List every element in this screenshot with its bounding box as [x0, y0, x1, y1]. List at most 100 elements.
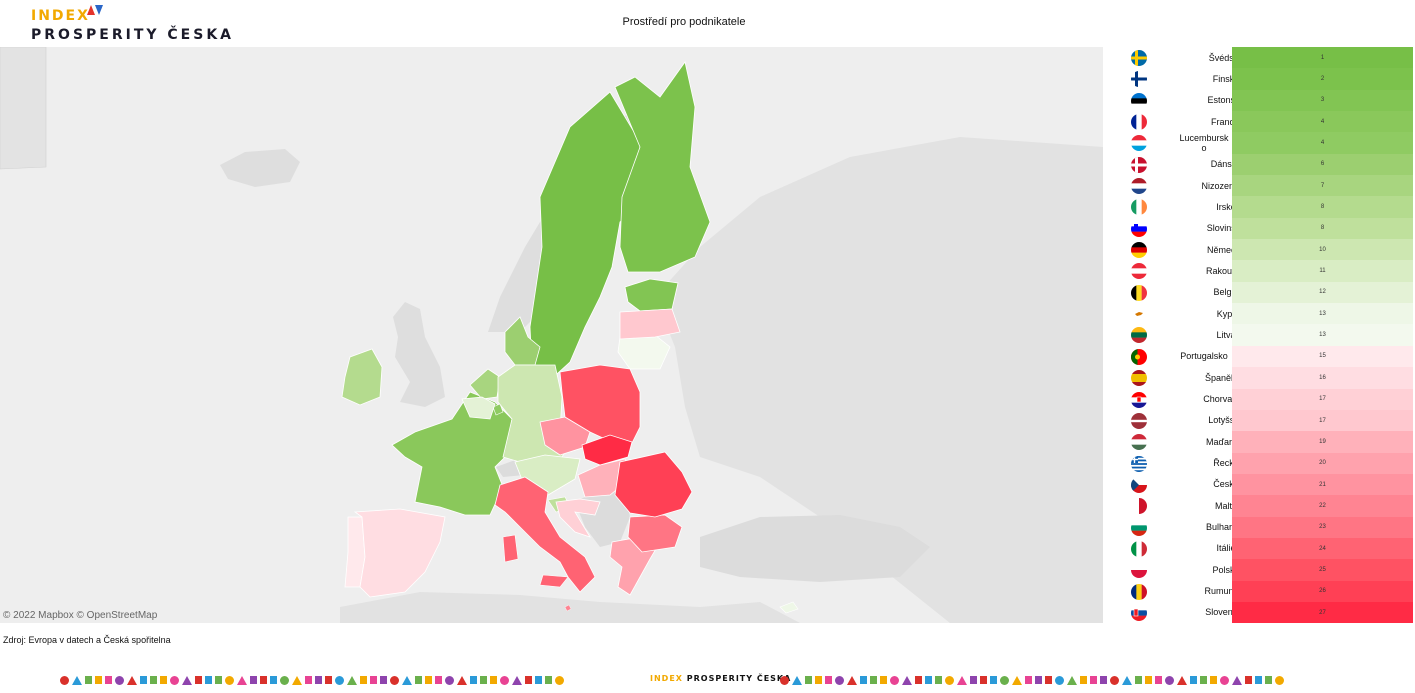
footer-decoration-icon: [292, 675, 302, 685]
rank-bar: 24: [1232, 537, 1413, 560]
footer-decoration-icon: [925, 676, 932, 684]
country-name: Česko: [1213, 479, 1239, 490]
map-attribution[interactable]: © 2022 Mapbox © OpenStreetMap: [3, 610, 158, 621]
country-name: Malta: [1214, 500, 1237, 511]
footer-decoration-icon: [870, 676, 877, 684]
ranking-row[interactable]: Švédsko 1: [1115, 47, 1413, 69]
ranking-row[interactable]: Polsko 25: [1115, 559, 1413, 581]
source-note: Zdroj: Evropa v datech a Česká spořiteln…: [3, 635, 171, 645]
country-name: Lucembursko: [1179, 132, 1229, 153]
flag-nl-icon: [1131, 178, 1147, 195]
rank-bar: 22: [1232, 495, 1413, 517]
ranking-row[interactable]: Portugalsko 15: [1115, 345, 1413, 368]
rank-bar: 17: [1232, 388, 1413, 410]
choropleth-map[interactable]: © 2022 Mapbox © OpenStreetMap: [0, 47, 1103, 623]
ranking-row[interactable]: Německo 10: [1115, 239, 1413, 261]
footer-decoration-icon: [1232, 675, 1242, 685]
footer-icon-strip-left: [60, 672, 635, 688]
footer-decoration-icon: [402, 675, 412, 685]
ranking-row[interactable]: Malta 22: [1115, 495, 1413, 517]
footer-decoration-icon: [1275, 675, 1284, 685]
page-title: Prostředí pro podnikatele: [622, 16, 746, 28]
ranking-row[interactable]: Slovensko 27: [1115, 601, 1413, 624]
footer-decoration-icon: [370, 676, 377, 684]
rank-bar: 6: [1232, 153, 1413, 176]
rank-bar: 20: [1232, 452, 1413, 474]
ranking-row[interactable]: Dánsko 6: [1115, 153, 1413, 176]
footer-decoration-icon: [1210, 676, 1217, 684]
flag-cy-icon: [1131, 306, 1147, 323]
footer-decoration-icon: [1012, 675, 1022, 685]
flag-mt-icon: [1131, 498, 1147, 515]
rank-bar: 7: [1232, 175, 1413, 197]
rank-bar: 13: [1232, 324, 1413, 346]
footer-decoration-icon: [95, 676, 102, 684]
logo-prosperity-text: PROSPERITY ČESKA: [31, 27, 235, 43]
index-prosperity-logo[interactable]: INDEX PROSPERITY ČESKA: [31, 5, 235, 43]
country-name: Švédsko: [1208, 52, 1244, 63]
bulgaria-shape: [627, 514, 683, 553]
footer-decoration-icon: [805, 676, 812, 684]
footer-decoration-icon: [1155, 676, 1162, 684]
footer-decoration-icon: [1000, 675, 1009, 685]
footer-decoration-icon: [970, 676, 977, 684]
rank-bar: 2: [1232, 68, 1413, 90]
italy-shape: [494, 476, 596, 593]
ranking-row[interactable]: Belgie 12: [1115, 281, 1413, 304]
country-name: Bulharsko: [1205, 522, 1247, 533]
flag-at-icon: [1131, 263, 1147, 280]
flag-ee-icon: [1131, 92, 1147, 109]
ranking-row[interactable]: Francie 4: [1115, 111, 1413, 133]
ranking-row[interactable]: Rumunsko 26: [1115, 580, 1413, 602]
rank-bar: 1: [1232, 47, 1413, 69]
ranking-row[interactable]: Itálie 24: [1115, 537, 1413, 560]
footer-decoration-icon: [1045, 676, 1052, 684]
rank-bar: 25: [1232, 559, 1413, 581]
country-name: Řecko: [1213, 458, 1239, 469]
flag-si-icon: [1131, 220, 1147, 237]
rank-bar: 26: [1232, 580, 1413, 602]
ranking-row[interactable]: Chorvatsko 17: [1115, 388, 1413, 410]
logo-mark-icon: [87, 5, 103, 15]
ranking-row[interactable]: Bulharsko 23: [1115, 516, 1413, 538]
country-name: Chorvatsko: [1203, 394, 1249, 404]
country-name: Polsko: [1212, 564, 1240, 575]
country-name: Belgie: [1213, 287, 1239, 298]
country-name: Litva: [1216, 329, 1236, 340]
denmark-shape: [504, 316, 541, 366]
ranking-row[interactable]: Řecko 20: [1115, 452, 1413, 474]
ranking-row[interactable]: Kypr 13: [1115, 303, 1413, 325]
ranking-row[interactable]: Litva 13: [1115, 324, 1413, 346]
footer-decoration-icon: [470, 676, 477, 684]
footer-decoration-icon: [390, 675, 399, 685]
ranking-row[interactable]: Finsko 2: [1115, 68, 1413, 90]
ranking-row[interactable]: Lotyšsko 17: [1115, 409, 1413, 432]
ranking-row[interactable]: Španělsko 16: [1115, 367, 1413, 389]
country-name: Finsko: [1212, 73, 1240, 84]
ranking-row[interactable]: Rakousko 11: [1115, 260, 1413, 282]
footer-decoration-icon: [1200, 676, 1207, 684]
ranking-row[interactable]: Nizozemsko 7: [1115, 175, 1413, 197]
footer-decoration-icon: [935, 676, 942, 684]
footer-decoration-icon: [1135, 676, 1142, 684]
footer-decoration-icon: [1055, 675, 1064, 685]
footer-decoration-icon: [500, 675, 509, 685]
footer-decoration-icon: [205, 676, 212, 684]
footer-decoration-icon: [902, 675, 912, 685]
slovakia-shape: [581, 434, 633, 466]
ranking-row[interactable]: Slovinsko 8: [1115, 217, 1413, 240]
ranking-row[interactable]: Estonsko 3: [1115, 89, 1413, 112]
footer-decoration-icon: [182, 675, 192, 685]
footer-decoration-icon: [85, 676, 92, 684]
ranking-row[interactable]: Maďarsko 19: [1115, 431, 1413, 453]
ranking-row[interactable]: Irsko 8: [1115, 196, 1413, 218]
footer-decoration-icon: [535, 676, 542, 684]
country-name: Francie: [1210, 116, 1241, 127]
ranking-row[interactable]: Česko 21: [1115, 473, 1413, 496]
footer-decoration-icon: [347, 675, 357, 685]
footer-decoration-icon: [150, 676, 157, 684]
footer-decoration-icon: [1245, 676, 1252, 684]
footer-decoration-icon: [425, 676, 432, 684]
footer-logo: INDEX PROSPERITY ČESKA: [650, 674, 791, 683]
ranking-row[interactable]: Lucembursko 4: [1115, 132, 1413, 154]
